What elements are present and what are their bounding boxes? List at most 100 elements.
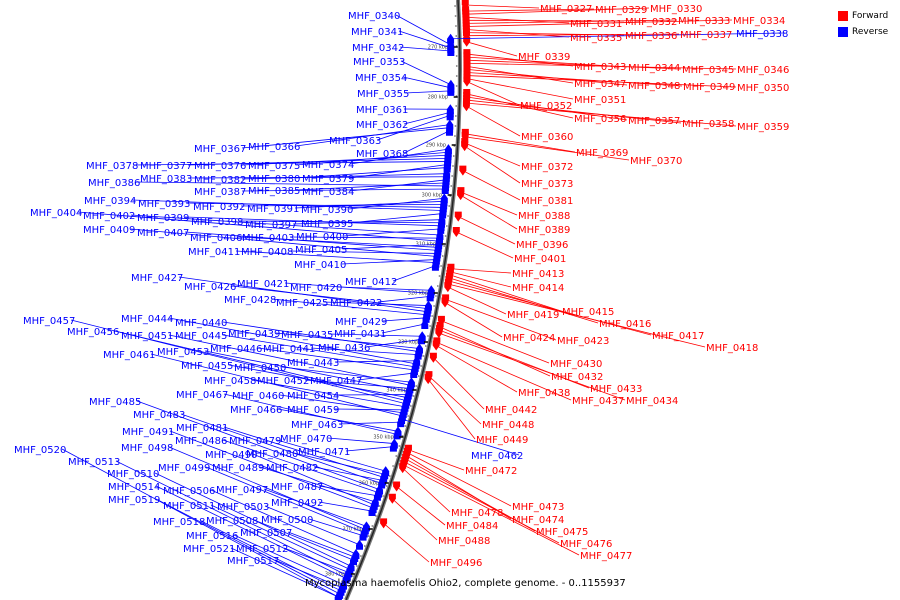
gene-label-mhf-0457[interactable]: MHF_0457 xyxy=(23,316,75,327)
gene-label-mhf-0511[interactable]: MHF_0511 xyxy=(163,501,215,512)
gene-label-mhf-0519[interactable]: MHF_0519 xyxy=(108,495,160,506)
gene-label-mhf-0405[interactable]: MHF_0405 xyxy=(295,245,347,256)
gene-label-mhf-0348[interactable]: MHF_0348 xyxy=(628,81,680,92)
gene-label-mhf-0368[interactable]: MHF_0368 xyxy=(356,149,408,160)
gene-label-mhf-0429[interactable]: MHF_0429 xyxy=(335,317,387,328)
gene-label-mhf-0490[interactable]: MHF_0490 xyxy=(205,450,257,461)
gene-label-mhf-0420[interactable]: MHF_0420 xyxy=(290,283,342,294)
gene-label-mhf-0404[interactable]: MHF_0404 xyxy=(30,208,82,219)
gene-label-mhf-0384[interactable]: MHF_0384 xyxy=(302,187,354,198)
gene-label-mhf-0451[interactable]: MHF_0451 xyxy=(121,331,173,342)
gene-label-mhf-0521[interactable]: MHF_0521 xyxy=(183,544,235,555)
gene-label-mhf-0372[interactable]: MHF_0372 xyxy=(521,162,573,173)
gene-label-mhf-0362[interactable]: MHF_0362 xyxy=(356,120,408,131)
gene-label-mhf-0363[interactable]: MHF_0363 xyxy=(329,136,381,147)
gene-label-mhf-0427[interactable]: MHF_0427 xyxy=(131,273,183,284)
gene-label-mhf-0341[interactable]: MHF_0341 xyxy=(351,27,403,38)
gene-label-mhf-0327[interactable]: MHF_0327 xyxy=(540,4,592,15)
gene-label-mhf-0506[interactable]: MHF_0506 xyxy=(163,486,215,497)
gene-label-mhf-0375[interactable]: MHF_0375 xyxy=(248,161,300,172)
gene-label-mhf-0385[interactable]: MHF_0385 xyxy=(248,186,300,197)
gene-label-mhf-0483[interactable]: MHF_0483 xyxy=(133,410,185,421)
gene-label-mhf-0335[interactable]: MHF_0335 xyxy=(570,33,622,44)
gene-label-mhf-0447[interactable]: MHF_0447 xyxy=(310,376,362,387)
gene-label-mhf-0386[interactable]: MHF_0386 xyxy=(88,178,140,189)
gene-label-mhf-0340[interactable]: MHF_0340 xyxy=(348,11,400,22)
gene-label-mhf-0517[interactable]: MHF_0517 xyxy=(227,556,279,567)
gene-label-mhf-0441[interactable]: MHF_0441 xyxy=(263,344,315,355)
gene-label-mhf-0459[interactable]: MHF_0459 xyxy=(287,405,339,416)
gene-label-mhf-0367[interactable]: MHF_0367 xyxy=(194,144,246,155)
gene-label-mhf-0478[interactable]: MHF_0478 xyxy=(451,508,503,519)
gene-label-mhf-0449[interactable]: MHF_0449 xyxy=(476,435,528,446)
gene-label-mhf-0477[interactable]: MHF_0477 xyxy=(580,551,632,562)
gene-label-mhf-0414[interactable]: MHF_0414 xyxy=(512,283,564,294)
gene-label-mhf-0471[interactable]: MHF_0471 xyxy=(298,447,350,458)
gene-label-mhf-0394[interactable]: MHF_0394 xyxy=(84,196,136,207)
gene-label-mhf-0446[interactable]: MHF_0446 xyxy=(210,344,262,355)
gene-label-mhf-0379[interactable]: MHF_0379 xyxy=(302,174,354,185)
gene-label-mhf-0500[interactable]: MHF_0500 xyxy=(261,515,313,526)
gene-label-mhf-0486[interactable]: MHF_0486 xyxy=(175,436,227,447)
gene-label-mhf-0407[interactable]: MHF_0407 xyxy=(137,228,189,239)
gene-label-mhf-0488[interactable]: MHF_0488 xyxy=(438,536,490,547)
gene-label-mhf-0437[interactable]: MHF_0437 xyxy=(572,396,624,407)
gene-label-mhf-0344[interactable]: MHF_0344 xyxy=(628,63,680,74)
gene-arrow-mhf-0521[interactable] xyxy=(334,592,342,600)
gene-label-mhf-0453[interactable]: MHF_0453 xyxy=(157,347,209,358)
gene-label-mhf-0448[interactable]: MHF_0448 xyxy=(482,420,534,431)
gene-label-mhf-0438[interactable]: MHF_0438 xyxy=(518,388,570,399)
gene-label-mhf-0359[interactable]: MHF_0359 xyxy=(737,122,789,133)
gene-label-mhf-0466[interactable]: MHF_0466 xyxy=(230,405,282,416)
gene-label-mhf-0470[interactable]: MHF_0470 xyxy=(280,434,332,445)
gene-label-mhf-0373[interactable]: MHF_0373 xyxy=(521,179,573,190)
gene-label-mhf-0512[interactable]: MHF_0512 xyxy=(236,544,288,555)
gene-label-mhf-0484[interactable]: MHF_0484 xyxy=(446,521,498,532)
gene-label-mhf-0402[interactable]: MHF_0402 xyxy=(83,211,135,222)
gene-label-mhf-0440[interactable]: MHF_0440 xyxy=(175,318,227,329)
gene-label-mhf-0345[interactable]: MHF_0345 xyxy=(682,65,734,76)
gene-label-mhf-0487[interactable]: MHF_0487 xyxy=(271,482,323,493)
gene-label-mhf-0337[interactable]: MHF_0337 xyxy=(680,30,732,41)
gene-label-mhf-0392[interactable]: MHF_0392 xyxy=(193,202,245,213)
gene-label-mhf-0416[interactable]: MHF_0416 xyxy=(599,319,651,330)
gene-label-mhf-0346[interactable]: MHF_0346 xyxy=(737,65,789,76)
gene-label-mhf-0498[interactable]: MHF_0498 xyxy=(121,443,173,454)
gene-label-mhf-0410[interactable]: MHF_0410 xyxy=(294,260,346,271)
gene-label-mhf-0381[interactable]: MHF_0381 xyxy=(521,196,573,207)
gene-label-mhf-0378[interactable]: MHF_0378 xyxy=(86,161,138,172)
gene-label-mhf-0398[interactable]: MHF_0398 xyxy=(191,217,243,228)
gene-label-mhf-0434[interactable]: MHF_0434 xyxy=(626,396,678,407)
gene-label-mhf-0513[interactable]: MHF_0513 xyxy=(68,457,120,468)
gene-label-mhf-0342[interactable]: MHF_0342 xyxy=(352,43,404,54)
gene-label-mhf-0339[interactable]: MHF_0339 xyxy=(518,52,570,63)
gene-label-mhf-0436[interactable]: MHF_0436 xyxy=(318,343,370,354)
gene-label-mhf-0520[interactable]: MHF_0520 xyxy=(14,445,66,456)
gene-label-mhf-0485[interactable]: MHF_0485 xyxy=(89,397,141,408)
gene-label-mhf-0473[interactable]: MHF_0473 xyxy=(512,502,564,513)
gene-label-mhf-0463[interactable]: MHF_0463 xyxy=(291,420,343,431)
gene-label-mhf-0514[interactable]: MHF_0514 xyxy=(108,482,160,493)
gene-label-mhf-0445[interactable]: MHF_0445 xyxy=(175,331,227,342)
gene-label-mhf-0425[interactable]: MHF_0425 xyxy=(276,298,328,309)
gene-label-mhf-0352[interactable]: MHF_0352 xyxy=(520,101,572,112)
gene-label-mhf-0347[interactable]: MHF_0347 xyxy=(574,79,626,90)
gene-label-mhf-0518[interactable]: MHF_0518 xyxy=(153,517,205,528)
gene-label-mhf-0421[interactable]: MHF_0421 xyxy=(237,279,289,290)
gene-label-mhf-0472[interactable]: MHF_0472 xyxy=(465,466,517,477)
gene-label-mhf-0353[interactable]: MHF_0353 xyxy=(353,57,405,68)
gene-label-mhf-0503[interactable]: MHF_0503 xyxy=(217,502,269,513)
gene-label-mhf-0393[interactable]: MHF_0393 xyxy=(138,199,190,210)
gene-label-mhf-0336[interactable]: MHF_0336 xyxy=(625,31,677,42)
gene-label-mhf-0480[interactable]: MHF_0480 xyxy=(246,449,298,460)
gene-label-mhf-0376[interactable]: MHF_0376 xyxy=(194,161,246,172)
gene-label-mhf-0396[interactable]: MHF_0396 xyxy=(516,240,568,251)
gene-label-mhf-0442[interactable]: MHF_0442 xyxy=(485,405,537,416)
gene-label-mhf-0374[interactable]: MHF_0374 xyxy=(302,160,354,171)
gene-label-mhf-0389[interactable]: MHF_0389 xyxy=(518,225,570,236)
gene-label-mhf-0444[interactable]: MHF_0444 xyxy=(121,314,173,325)
gene-label-mhf-0455[interactable]: MHF_0455 xyxy=(181,361,233,372)
gene-label-mhf-0458[interactable]: MHF_0458 xyxy=(204,376,256,387)
gene-label-mhf-0462[interactable]: MHF_0462 xyxy=(471,451,523,462)
gene-label-mhf-0390[interactable]: MHF_0390 xyxy=(301,205,353,216)
